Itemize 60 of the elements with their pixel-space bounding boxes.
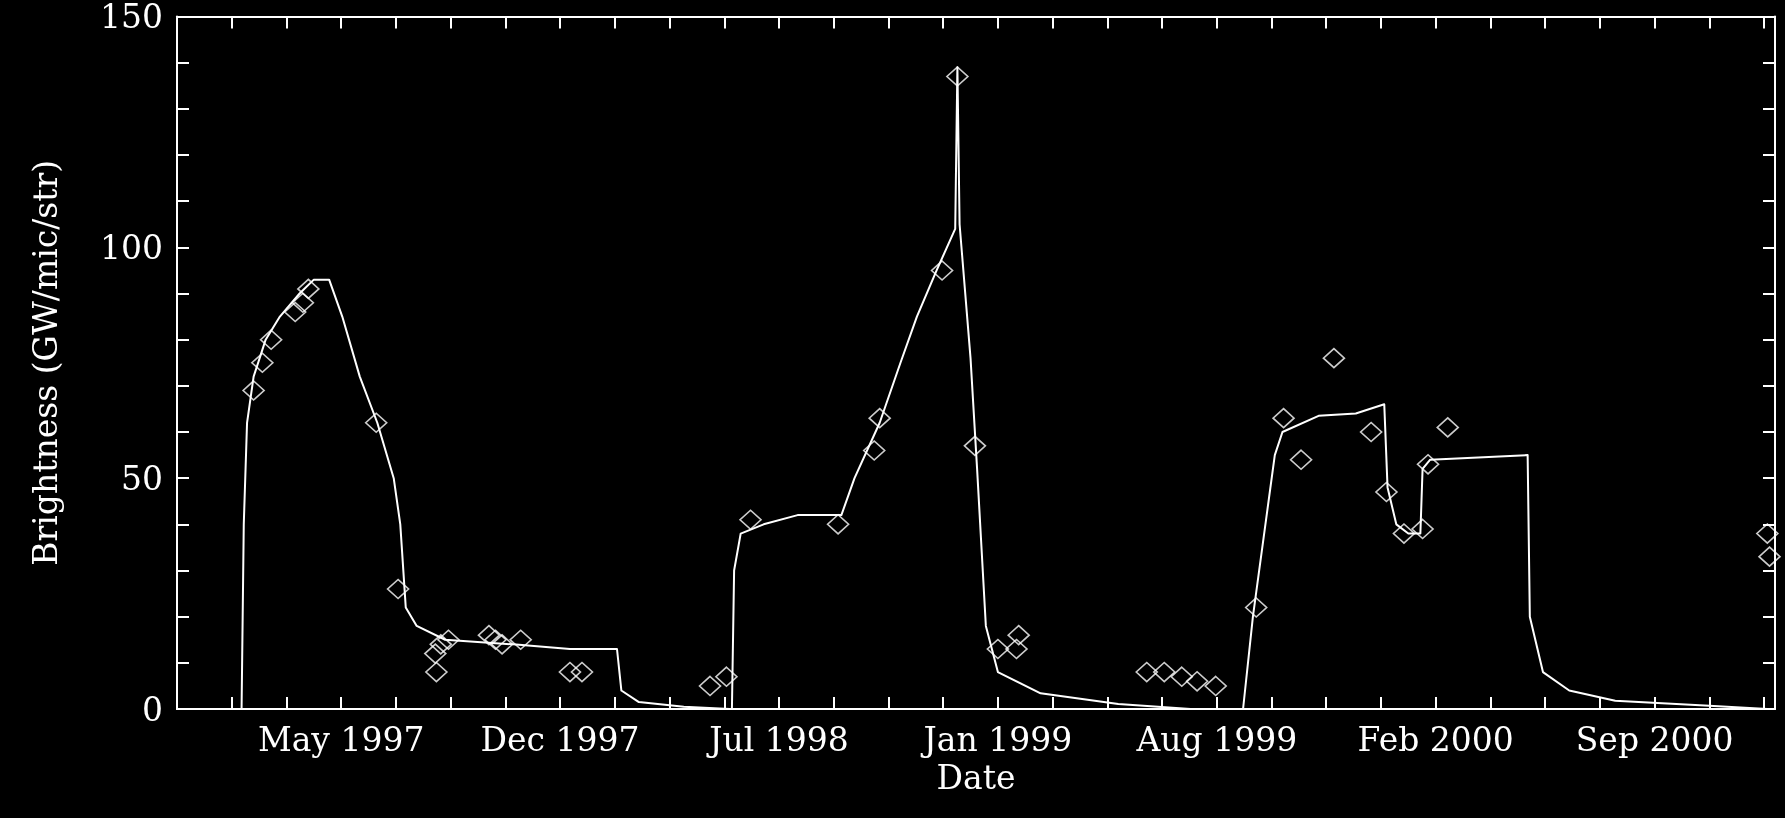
y-tick-label: 0 [142, 689, 163, 729]
point [1375, 481, 1398, 503]
point [484, 629, 507, 651]
point [1170, 666, 1194, 687]
point [490, 634, 514, 655]
x-axis-title: Date [936, 758, 1016, 797]
point [1272, 407, 1295, 429]
point [424, 643, 447, 664]
x-tick-label: May 1997 [257, 720, 425, 759]
point [1152, 661, 1176, 683]
point [1289, 449, 1313, 470]
point [1322, 347, 1346, 369]
point [868, 407, 891, 429]
point [826, 514, 850, 535]
y-tick-label: 150 [100, 0, 163, 36]
y-axis-title: Brightness (GW/mic/str) [26, 159, 65, 566]
x-tick-label: Feb 2000 [1357, 720, 1514, 759]
point [1204, 675, 1227, 697]
point [283, 301, 307, 323]
point [1756, 523, 1779, 544]
point [1007, 624, 1030, 646]
point [429, 634, 453, 655]
point [570, 661, 594, 683]
point [509, 629, 532, 651]
x-tick-label: Jul 1998 [706, 720, 849, 759]
point [1436, 417, 1460, 438]
point [862, 440, 886, 461]
point [1185, 671, 1209, 692]
point [946, 66, 969, 87]
point [259, 329, 283, 350]
point [1244, 597, 1268, 618]
x-tick-label: Jan 1999 [920, 720, 1073, 759]
x-tick-label: Aug 1999 [1135, 720, 1298, 759]
point [1392, 523, 1416, 544]
point [930, 260, 954, 281]
point [291, 292, 315, 314]
point [739, 509, 762, 531]
point [698, 675, 722, 697]
point [386, 578, 410, 600]
point [715, 666, 738, 687]
y-tick-label: 100 [100, 227, 163, 267]
point [1135, 661, 1159, 683]
point [297, 278, 320, 300]
point [251, 352, 274, 374]
point [1411, 518, 1434, 540]
x-tick-label: Dec 1997 [480, 720, 640, 759]
point [1758, 546, 1781, 567]
point [1005, 638, 1028, 660]
point [364, 412, 388, 434]
point [477, 624, 501, 646]
point [1416, 454, 1440, 475]
x-tick-label: Sep 2000 [1575, 720, 1734, 759]
point [242, 380, 265, 401]
point [1359, 421, 1383, 443]
point [558, 661, 582, 683]
y-tick-label: 50 [121, 458, 163, 498]
point [963, 435, 987, 457]
point [437, 629, 460, 651]
point [425, 661, 448, 683]
point [986, 638, 1010, 660]
